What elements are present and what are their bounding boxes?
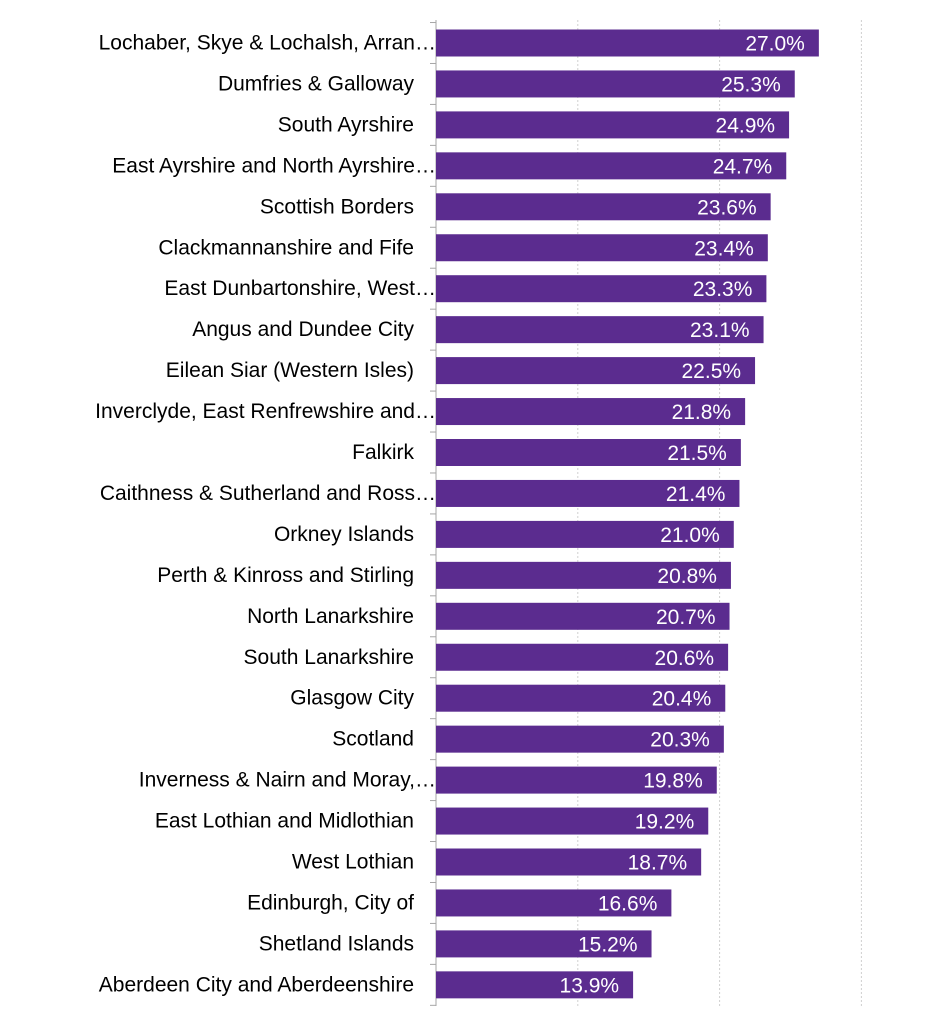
category-label: South Lanarkshire: [244, 646, 414, 669]
gridlines: [577, 20, 862, 1006]
category-label: Perth & Kinross and Stirling: [157, 564, 414, 587]
value-label: 19.8%: [643, 770, 703, 793]
category-label: Shetland Islands: [259, 932, 414, 955]
bar: [436, 725, 724, 753]
value-label: 24.9%: [716, 114, 776, 137]
bar: [436, 561, 731, 589]
value-label: 23.6%: [697, 196, 757, 219]
value-label: 15.2%: [578, 933, 638, 956]
bar: [436, 684, 726, 712]
bar: [436, 152, 787, 180]
category-label: Clackmannanshire and Fife: [158, 236, 414, 259]
category-label: Edinburgh, City of: [247, 891, 414, 914]
bar: [436, 520, 734, 548]
bar: [436, 70, 795, 98]
category-labels: Lochaber, Skye & Lochalsh, Arran… Dumfrie…: [95, 32, 436, 997]
bar: [436, 193, 771, 221]
category-label: Glasgow City: [290, 687, 414, 710]
value-label: 23.3%: [693, 278, 753, 301]
value-label: 21.5%: [667, 442, 727, 465]
category-label: North Lanarkshire: [247, 605, 414, 628]
bar: [436, 439, 741, 466]
y-axis-ticks: [430, 22, 436, 1006]
value-label: 20.3%: [650, 729, 710, 752]
category-label: Inverclyde, East Renfrewshire and…: [95, 400, 436, 423]
value-label: 20.6%: [655, 647, 715, 670]
category-label: Dumfries & Galloway: [218, 72, 415, 95]
category-label: Angus and Dundee City: [192, 318, 414, 341]
value-label: 20.4%: [652, 688, 712, 711]
bar: [436, 29, 819, 57]
bar: [436, 807, 709, 835]
category-label: East Dunbartonshire, West…: [164, 277, 436, 300]
category-label: Orkney Islands: [274, 523, 414, 546]
category-label: East Lothian and Midlothian: [155, 810, 414, 833]
value-label: 22.5%: [682, 360, 742, 383]
bar: [436, 275, 767, 303]
value-label: 21.0%: [660, 524, 720, 547]
value-label: 23.1%: [690, 319, 750, 342]
category-label: Scottish Borders: [260, 195, 414, 218]
category-label: Scotland: [332, 728, 414, 751]
bars: [436, 29, 819, 999]
bar: [436, 479, 740, 507]
value-label: 25.3%: [721, 73, 781, 96]
value-label: 13.9%: [560, 974, 620, 997]
category-label: West Lothian: [292, 851, 414, 874]
category-label: Caithness & Sutherland and Ross…: [100, 482, 436, 505]
value-labels: 27.0% 25.3% 24.9% 24.7% 23.6% 23.4% 23.3% 23.1%…: [560, 33, 805, 998]
category-label: Aberdeen City and Aberdeenshire: [99, 973, 414, 996]
value-label: 20.8%: [657, 565, 717, 588]
bar: [436, 316, 764, 344]
value-label: 23.4%: [694, 237, 754, 260]
value-label: 18.7%: [628, 852, 688, 875]
bar: [436, 398, 746, 426]
bar: [436, 766, 717, 794]
category-label: South Ayrshire: [278, 113, 414, 136]
value-label: 24.7%: [713, 155, 773, 178]
bar: [436, 111, 790, 139]
bar: [436, 234, 768, 262]
value-label: 21.8%: [672, 401, 732, 424]
value-label: 16.6%: [598, 892, 658, 915]
value-label: 21.4%: [666, 483, 726, 506]
bar: [436, 930, 652, 958]
category-label: Inverness & Nairn and Moray,…: [139, 769, 436, 792]
category-label: Falkirk: [352, 441, 414, 464]
bar: [436, 889, 672, 917]
value-label: 27.0%: [745, 33, 805, 56]
bar: [436, 643, 729, 671]
category-label: Eilean Siar (Western Isles): [166, 359, 414, 382]
bar: [436, 357, 756, 385]
value-label: 20.7%: [656, 606, 716, 629]
value-label: 19.2%: [635, 811, 695, 834]
bar: [436, 848, 702, 876]
bar: [436, 602, 730, 630]
category-label: East Ayrshire and North Ayrshire…: [112, 154, 436, 177]
bar: [436, 971, 634, 999]
category-label: Lochaber, Skye & Lochalsh, Arran…: [99, 32, 436, 55]
